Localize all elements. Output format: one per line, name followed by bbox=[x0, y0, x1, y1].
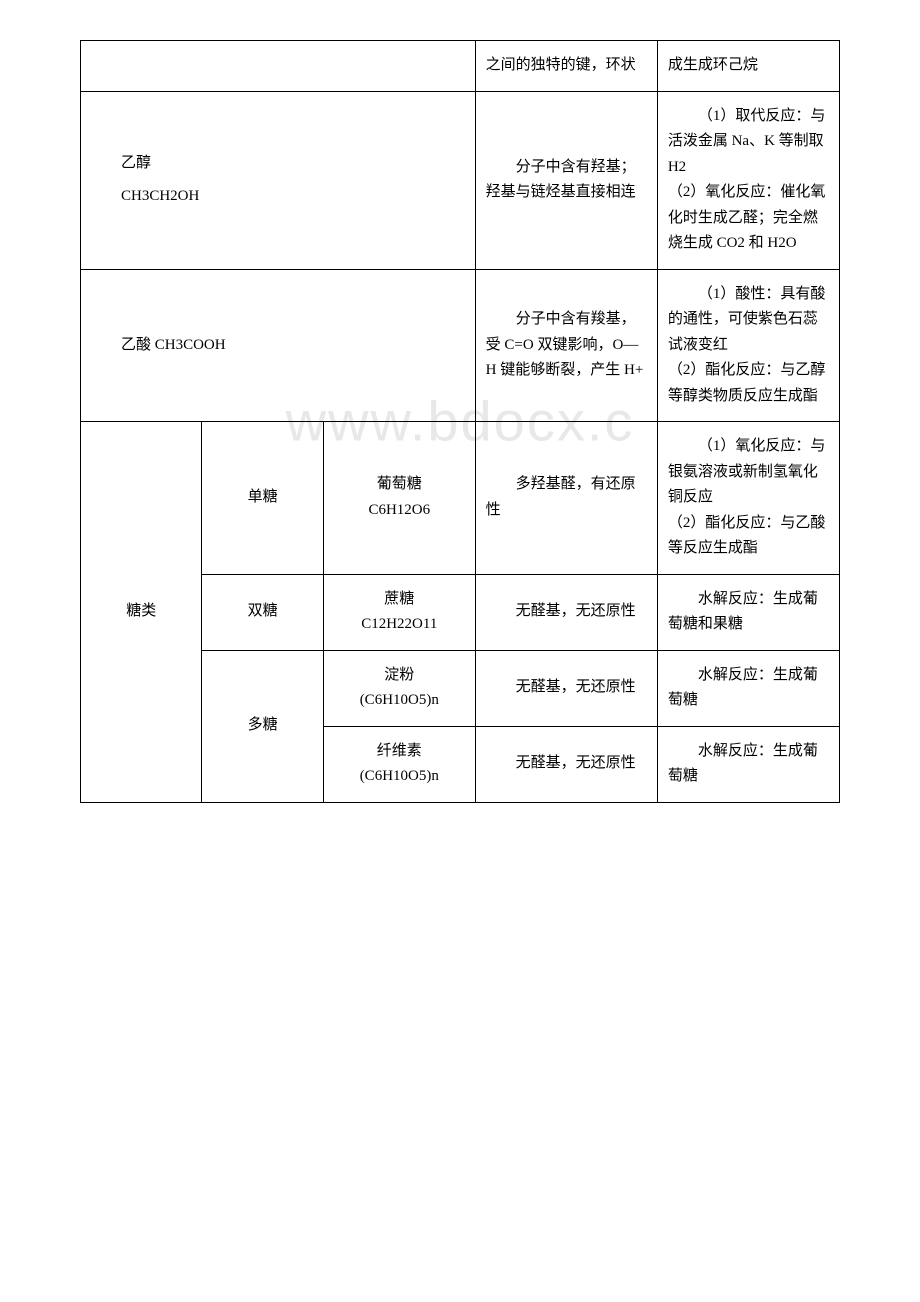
cell-polysaccharide: 多糖 bbox=[202, 650, 323, 802]
ethanol-property-text: （1）取代反应：与活泼金属 Na、K 等制取 H2（2）氧化反应：催化氧化时生成… bbox=[668, 104, 829, 257]
table-row: 之间的独特的键，环状 成生成环己烷 bbox=[81, 41, 840, 92]
ethanol-formula: CH3CH2OH bbox=[91, 184, 465, 210]
cell-disaccharide: 双糖 bbox=[202, 574, 323, 650]
cell-cellulose-property: 水解反应：生成葡萄糖 bbox=[657, 726, 839, 802]
cell-glucose: 葡萄糖 C6H12O6 bbox=[323, 422, 475, 575]
ethanol-structure-text: 分子中含有羟基；羟基与链烃基直接相连 bbox=[486, 155, 647, 206]
glucose-label-cn: 葡萄糖 bbox=[334, 472, 465, 498]
sucrose-property-text: 水解反应：生成葡萄糖和果糖 bbox=[668, 587, 829, 638]
starch-property-text: 水解反应：生成葡萄糖 bbox=[668, 663, 829, 714]
cell-ethanol-structure: 分子中含有羟基；羟基与链烃基直接相连 bbox=[475, 91, 657, 269]
cellulose-label-cn: 纤维素 bbox=[334, 739, 465, 765]
starch-structure-text: 无醛基，无还原性 bbox=[486, 675, 647, 701]
cell-ethanol-name: 乙醇 CH3CH2OH bbox=[81, 91, 476, 269]
sucrose-formula: C12H22O11 bbox=[334, 612, 465, 638]
cell-sugar-category: 糖类 bbox=[81, 422, 202, 803]
table-row: 糖类 单糖 葡萄糖 C6H12O6 多羟基醛，有还原性 （1）氧化反应：与银氨溶… bbox=[81, 422, 840, 575]
glucose-formula: C6H12O6 bbox=[334, 498, 465, 524]
cell-glucose-property: （1）氧化反应：与银氨溶液或新制氢氧化铜反应（2）酯化反应：与乙酸等反应生成酯 bbox=[657, 422, 839, 575]
cell-sucrose: 蔗糖 C12H22O11 bbox=[323, 574, 475, 650]
cell-starch: 淀粉 (C6H10O5)n bbox=[323, 650, 475, 726]
table-row: 乙酸 CH3COOH 分子中含有羧基，受 C=O 双键影响，O—H 键能够断裂，… bbox=[81, 269, 840, 422]
glucose-property-text: （1）氧化反应：与银氨溶液或新制氢氧化铜反应（2）酯化反应：与乙酸等反应生成酯 bbox=[668, 434, 829, 562]
chemistry-table: 之间的独特的键，环状 成生成环己烷 乙醇 CH3CH2OH 分子中含有羟基；羟基… bbox=[80, 40, 840, 803]
cell-monosaccharide: 单糖 bbox=[202, 422, 323, 575]
cell-sucrose-property: 水解反应：生成葡萄糖和果糖 bbox=[657, 574, 839, 650]
cell-acetic-name: 乙酸 CH3COOH bbox=[81, 269, 476, 422]
cell-starch-property: 水解反应：生成葡萄糖 bbox=[657, 650, 839, 726]
cell-glucose-structure: 多羟基醛，有还原性 bbox=[475, 422, 657, 575]
sucrose-label-cn: 蔗糖 bbox=[334, 587, 465, 613]
cell-structure: 之间的独特的键，环状 bbox=[475, 41, 657, 92]
cell-acetic-structure: 分子中含有羧基，受 C=O 双键影响，O—H 键能够断裂，产生 H+ bbox=[475, 269, 657, 422]
cell-empty bbox=[81, 41, 476, 92]
glucose-structure-text: 多羟基醛，有还原性 bbox=[486, 472, 647, 523]
starch-formula: (C6H10O5)n bbox=[334, 688, 465, 714]
cellulose-formula: (C6H10O5)n bbox=[334, 764, 465, 790]
ethanol-label-cn: 乙醇 bbox=[91, 151, 465, 177]
cell-sucrose-structure: 无醛基，无还原性 bbox=[475, 574, 657, 650]
table-row: 乙醇 CH3CH2OH 分子中含有羟基；羟基与链烃基直接相连 （1）取代反应：与… bbox=[81, 91, 840, 269]
acetic-property-text: （1）酸性：具有酸的通性，可使紫色石蕊试液变红（2）酯化反应：与乙醇等醇类物质反… bbox=[668, 282, 829, 410]
starch-label-cn: 淀粉 bbox=[334, 663, 465, 689]
cell-acetic-property: （1）酸性：具有酸的通性，可使紫色石蕊试液变红（2）酯化反应：与乙醇等醇类物质反… bbox=[657, 269, 839, 422]
cell-cellulose: 纤维素 (C6H10O5)n bbox=[323, 726, 475, 802]
acetic-label: 乙酸 CH3COOH bbox=[91, 333, 465, 359]
cellulose-property-text: 水解反应：生成葡萄糖 bbox=[668, 739, 829, 790]
sucrose-structure-text: 无醛基，无还原性 bbox=[486, 599, 647, 625]
cellulose-structure-text: 无醛基，无还原性 bbox=[486, 751, 647, 777]
cell-starch-structure: 无醛基，无还原性 bbox=[475, 650, 657, 726]
cell-ethanol-property: （1）取代反应：与活泼金属 Na、K 等制取 H2（2）氧化反应：催化氧化时生成… bbox=[657, 91, 839, 269]
acetic-structure-text: 分子中含有羧基，受 C=O 双键影响，O—H 键能够断裂，产生 H+ bbox=[486, 307, 647, 384]
cell-property: 成生成环己烷 bbox=[657, 41, 839, 92]
cell-cellulose-structure: 无醛基，无还原性 bbox=[475, 726, 657, 802]
